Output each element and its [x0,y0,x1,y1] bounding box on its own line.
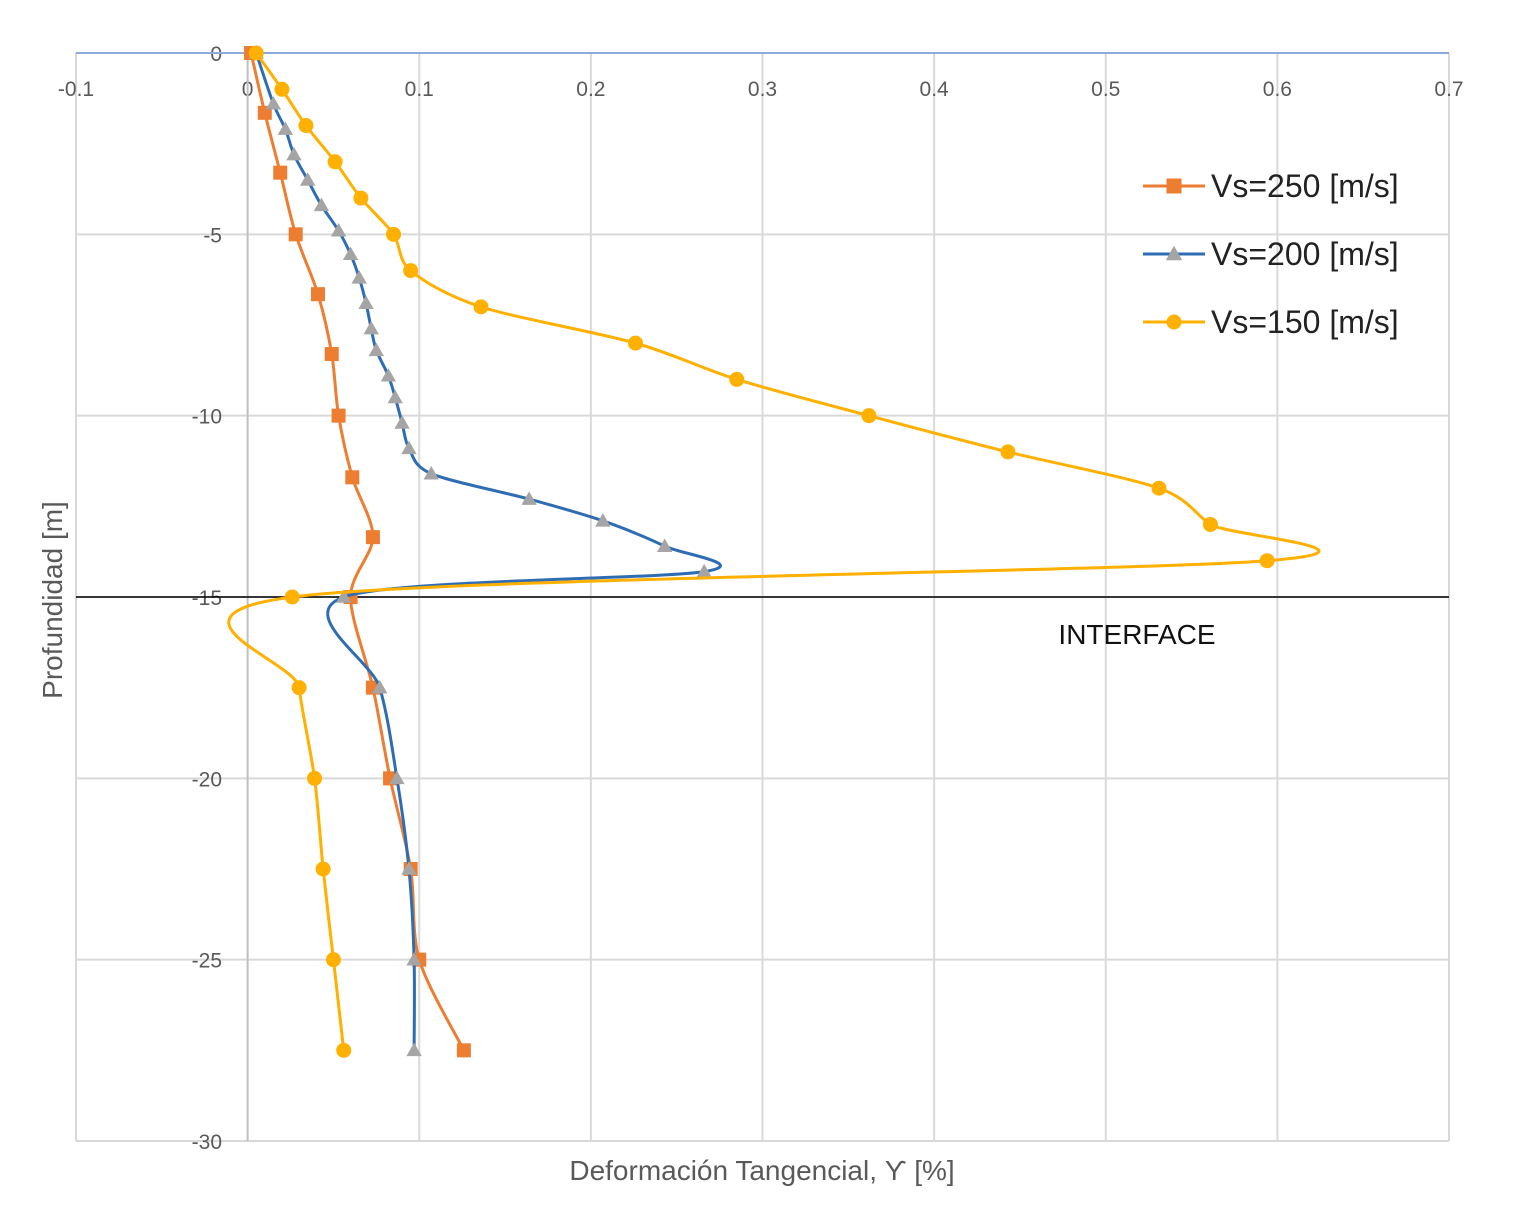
data-point [656,538,673,553]
data-point [265,96,282,110]
data-point [288,227,303,242]
x-tick-label: 0.6 [1263,78,1292,101]
data-point [299,172,316,186]
x-axis-title: Deformación Tangencial, ϒ [%] [569,1155,954,1186]
legend-item: Vs=250 [m/s] [1143,168,1399,204]
legend: Vs=250 [m/s] Vs=200 [m/s] Vs=150 [m/s] [1143,168,1399,340]
data-point [394,415,410,429]
axes: -0.100.10.20.30.40.50.60.70-5-10-15-20-2… [58,43,1464,1154]
series-group [227,45,1321,1058]
data-point [310,287,325,302]
data-point [372,679,388,694]
data-point [403,263,419,279]
x-tick-label: 0.4 [920,78,950,101]
data-point [595,513,611,527]
legend-label: Vs=250 [m/s] [1211,168,1399,204]
legend-swatch-marker [1166,314,1182,330]
y-tick-label: -20 [192,768,222,791]
data-point [273,165,288,180]
data-point [342,246,359,261]
data-point [401,440,417,455]
legend-swatch-marker [1165,245,1183,261]
data-point [1259,553,1275,569]
data-point [248,45,264,61]
series-line [227,52,1321,1051]
data-point [331,408,346,423]
data-point [401,861,417,875]
data-point [277,121,294,135]
data-point [284,589,300,605]
data-point [380,368,397,382]
data-point [330,223,347,237]
series-2 [227,45,1321,1058]
data-point [729,371,745,387]
data-point [353,190,369,206]
data-point [1151,480,1167,496]
data-point [291,680,307,696]
data-point [286,146,302,161]
data-point [298,118,314,134]
series-1 [248,45,722,1057]
data-point [365,530,380,545]
data-point [325,952,341,968]
y-tick-label: -30 [192,1131,222,1154]
y-tick-label: 0 [210,43,222,66]
data-point [1000,444,1016,460]
data-point [387,389,403,404]
data-point [627,335,643,351]
data-point [315,861,331,877]
x-tick-label: -0.1 [58,78,94,101]
y-tick-label: -25 [192,950,222,973]
data-point [307,770,323,786]
legend-item: Vs=200 [m/s] [1143,236,1399,272]
data-point [406,1042,422,1057]
data-point [1202,516,1218,532]
data-point [368,342,385,357]
data-point [324,347,339,362]
data-point [345,470,360,485]
x-tick-label: 0.1 [405,78,434,101]
data-point [521,491,537,505]
y-tick-label: -15 [192,587,222,610]
data-point [473,299,489,315]
interface-label: INTERFACE [1058,619,1215,650]
x-tick-label: 0.2 [576,78,605,101]
data-point [313,197,330,212]
legend-label: Vs=200 [m/s] [1211,236,1399,272]
data-point [363,320,379,335]
data-point [423,465,439,480]
x-tick-label: 0.3 [748,78,777,101]
legend-swatch-marker [1166,178,1182,194]
x-tick-label: 0.5 [1091,78,1120,101]
data-point [274,81,290,97]
y-axis-title: Profundidad [m] [37,501,68,699]
x-tick-label: 0.7 [1434,78,1463,101]
data-point [386,226,402,242]
data-point [327,154,343,170]
y-tick-label: -5 [203,224,222,247]
y-tick-label: -10 [192,406,222,429]
data-point [351,270,367,284]
data-point [358,295,374,310]
data-point [696,563,712,578]
data-point [336,589,352,603]
data-point [861,408,877,424]
legend-item: Vs=150 [m/s] [1143,304,1399,340]
legend-label: Vs=150 [m/s] [1211,304,1399,340]
data-point [336,1042,352,1058]
data-point [406,951,422,966]
data-point [389,770,405,785]
data-point [456,1043,471,1058]
